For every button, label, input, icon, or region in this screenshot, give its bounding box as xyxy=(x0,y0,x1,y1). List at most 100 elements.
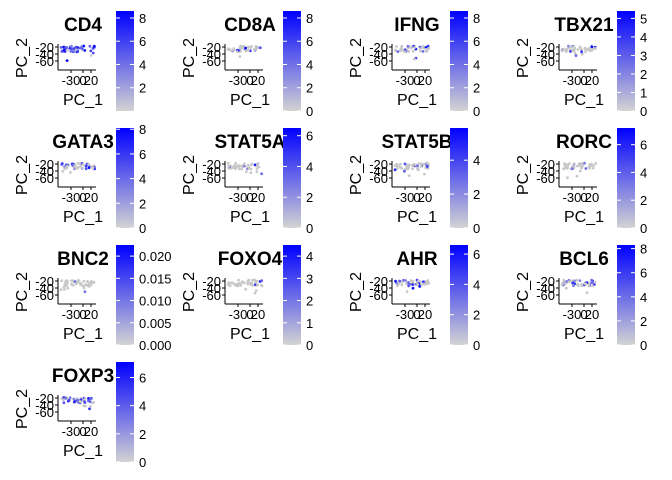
cell-point xyxy=(576,283,579,286)
panel-title: AHR xyxy=(396,249,437,270)
cell-point xyxy=(83,404,86,407)
x-axis-label: PC_1 xyxy=(230,92,270,109)
colorbar-label: 8 xyxy=(139,11,146,26)
cell-point xyxy=(561,282,564,285)
cell-point xyxy=(228,282,231,285)
cell-point xyxy=(253,48,256,51)
x-tick-label: 20 xyxy=(84,424,98,439)
y-tick-label: -60 xyxy=(536,171,555,186)
x-tick-label: -30 xyxy=(563,73,582,88)
colorbar-label: 0 xyxy=(640,338,647,353)
cell-point xyxy=(243,162,246,165)
colorbar-label: 4 xyxy=(139,172,146,187)
cell-point xyxy=(241,280,244,283)
y-tick-label: -60 xyxy=(35,171,54,186)
x-axis-label: PC_1 xyxy=(564,326,604,343)
cell-point xyxy=(61,50,64,53)
cell-point xyxy=(588,164,591,167)
panel-title: STAT5A xyxy=(214,132,285,153)
cell-point xyxy=(586,291,589,294)
x-axis-label: PC_1 xyxy=(397,326,437,343)
y-tick-label: -60 xyxy=(202,171,221,186)
colorbar-label: 0 xyxy=(640,221,647,236)
cell-point xyxy=(255,289,258,292)
colorbar xyxy=(450,128,468,228)
colorbar-label: 8 xyxy=(139,122,146,137)
cell-point xyxy=(72,398,75,401)
cell-point xyxy=(566,48,569,51)
colorbar-label: 4 xyxy=(640,165,647,180)
panel-title: GATA3 xyxy=(52,132,114,153)
colorbar-label: 6 xyxy=(640,266,647,281)
cell-point xyxy=(426,165,429,168)
y-tick-label: -60 xyxy=(536,288,555,303)
colorbar-label: 0 xyxy=(306,104,313,119)
cell-point xyxy=(247,166,250,169)
cell-point xyxy=(75,51,78,54)
colorbar-label: 2 xyxy=(306,294,313,309)
cell-point xyxy=(592,164,595,167)
cell-point xyxy=(69,50,72,53)
cell-point xyxy=(395,45,398,48)
x-tick-label: 20 xyxy=(84,73,98,88)
colorbar xyxy=(116,11,134,111)
cell-point xyxy=(404,279,407,282)
cell-point xyxy=(227,162,230,165)
colorbar-label: 2 xyxy=(640,67,647,82)
cell-point xyxy=(406,290,409,293)
panel-title: CD4 xyxy=(64,15,102,36)
cell-point xyxy=(574,52,577,55)
cell-point xyxy=(399,49,402,52)
cell-point xyxy=(413,163,416,166)
cell-point xyxy=(580,50,583,53)
cell-point xyxy=(571,167,574,170)
y-axis-label: PC_2 xyxy=(348,272,365,312)
x-tick-label: -30 xyxy=(396,190,415,205)
x-tick-label: 20 xyxy=(418,307,432,322)
cell-point xyxy=(410,47,413,50)
x-axis-label: PC_1 xyxy=(230,326,270,343)
y-tick-label: -60 xyxy=(202,54,221,69)
cell-point xyxy=(425,280,428,283)
colorbar-label: 4 xyxy=(139,57,146,72)
cell-point xyxy=(422,50,425,53)
feature-panel-cd8a: CD8APC_2 -20-40-60-30020PC_102468 xyxy=(181,11,313,119)
cell-point xyxy=(575,54,578,57)
cell-point xyxy=(399,163,402,166)
cell-point xyxy=(423,173,426,176)
panel-title: TBX21 xyxy=(554,15,614,36)
cell-point xyxy=(399,166,402,169)
cell-point xyxy=(413,46,416,49)
colorbar-label: 0 xyxy=(139,221,146,236)
cell-point xyxy=(260,284,263,287)
cell-point xyxy=(83,49,86,52)
cell-point xyxy=(239,55,242,58)
x-tick-label: -30 xyxy=(563,190,582,205)
x-tick-label: -30 xyxy=(563,307,582,322)
cell-point xyxy=(591,285,594,288)
cell-point xyxy=(61,162,64,165)
x-tick-label: 20 xyxy=(251,73,265,88)
y-axis-label: PC_2 xyxy=(14,38,31,78)
cell-point xyxy=(73,401,76,404)
cell-point xyxy=(66,282,69,285)
cell-point xyxy=(591,281,594,284)
x-tick-label: -30 xyxy=(229,307,248,322)
cell-point xyxy=(426,162,429,165)
cell-point xyxy=(251,284,254,287)
colorbar-label: 4 xyxy=(640,30,647,45)
y-axis-label: PC_2 xyxy=(515,272,532,312)
cell-point xyxy=(401,284,404,287)
y-tick-label: -60 xyxy=(369,54,388,69)
y-tick-label: -60 xyxy=(35,54,54,69)
panel-title: RORC xyxy=(556,132,612,153)
cell-point xyxy=(394,164,397,167)
cell-point xyxy=(92,281,95,284)
x-tick-label: -30 xyxy=(62,307,81,322)
colorbar-label: 0 xyxy=(306,221,313,236)
colorbar xyxy=(283,11,301,111)
y-tick-label: -60 xyxy=(35,405,54,420)
x-axis-label: PC_1 xyxy=(63,443,103,460)
